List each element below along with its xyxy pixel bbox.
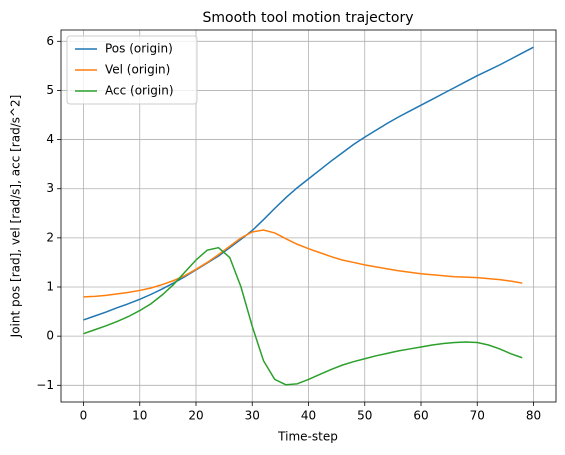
- y-tick-label: 4: [46, 132, 54, 146]
- y-tick-label: −1: [36, 378, 54, 392]
- x-tick-label: 20: [188, 409, 203, 423]
- x-tick-label: 70: [470, 409, 485, 423]
- legend-label: Pos (origin): [105, 42, 173, 56]
- series-line: [83, 246, 523, 386]
- series-line: [83, 46, 534, 321]
- x-tick-label: 30: [245, 409, 260, 423]
- series-line: [83, 229, 523, 298]
- y-tick-label: 5: [46, 83, 54, 97]
- x-tick-label: 50: [357, 409, 372, 423]
- x-tick-label: 0: [80, 409, 88, 423]
- legend-box: [66, 35, 198, 105]
- chart-title: Smooth tool motion trajectory: [202, 10, 413, 26]
- x-tick-label: 10: [132, 409, 147, 423]
- plot-frame: [60, 29, 557, 403]
- legend-label: Vel (origin): [105, 63, 170, 77]
- x-axis-label: Time-step: [277, 430, 338, 444]
- y-tick-label: 2: [46, 230, 54, 244]
- x-tick-label: 80: [526, 409, 541, 423]
- x-tick-label: 40: [301, 409, 316, 423]
- legend-label: Acc (origin): [105, 84, 174, 98]
- y-axis-label: Joint pos [rad], vel [rad/s], acc [rad/s…: [9, 95, 23, 339]
- y-tick-label: 6: [46, 34, 54, 48]
- y-tick-label: 1: [46, 280, 54, 294]
- y-tick-label: 3: [46, 181, 54, 195]
- y-tick-label: 0: [46, 329, 54, 343]
- x-tick-label: 60: [413, 409, 428, 423]
